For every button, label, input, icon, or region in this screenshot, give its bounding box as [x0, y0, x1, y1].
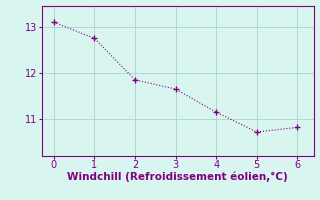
X-axis label: Windchill (Refroidissement éolien,°C): Windchill (Refroidissement éolien,°C) — [67, 172, 288, 182]
